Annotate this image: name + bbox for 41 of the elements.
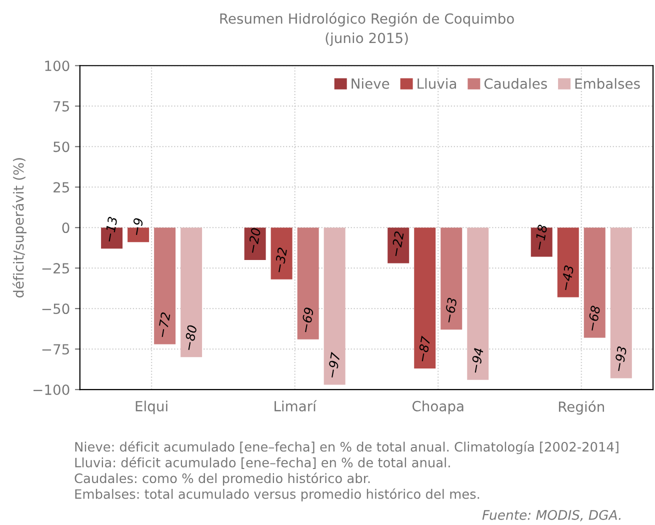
y-tick-label: 50 bbox=[54, 142, 70, 152]
y-tick-label: −25 bbox=[42, 263, 69, 274]
data-label: −87 bbox=[417, 336, 431, 362]
x-tick-label: Limarí bbox=[274, 400, 317, 412]
legend-label: Lluvia bbox=[418, 78, 456, 89]
legend-label: Embalses bbox=[575, 78, 640, 89]
data-label: −43 bbox=[560, 265, 574, 291]
data-label: −94 bbox=[470, 348, 484, 374]
text: Nieve: déficit acumulado [ene–fecha] en % de total anual. Climatología [2002-2014] bbox=[75, 441, 618, 454]
x-tick-label: Choapa bbox=[412, 400, 464, 414]
y-tick-label: 0 bbox=[62, 222, 70, 234]
text: Embalses: total acumulado versus promedio histórico del mes. bbox=[75, 488, 480, 502]
data-label: −18 bbox=[534, 224, 548, 250]
data-label: −63 bbox=[444, 298, 458, 324]
legend-label: Caudales bbox=[484, 78, 547, 89]
data-label: −68 bbox=[586, 305, 600, 332]
x-tick-label: Región bbox=[558, 400, 604, 415]
y-tick-label: 25 bbox=[54, 182, 69, 193]
data-label: −97 bbox=[326, 352, 340, 378]
y-axis-title: déficit/superávit (%) bbox=[12, 158, 26, 298]
source-note: Fuente: MODIS, DGA. bbox=[482, 510, 620, 522]
x-tick-label: Elqui bbox=[136, 400, 168, 414]
y-tick-label: −50 bbox=[42, 304, 70, 314]
legend-label: Nieve bbox=[352, 78, 390, 89]
data-label: −32 bbox=[274, 247, 288, 273]
data-label: −13 bbox=[104, 216, 118, 242]
text: Lluvia: déficit acumulado [ene–fecha] en % de total anual. bbox=[75, 456, 450, 469]
y-tick-label: −75 bbox=[42, 344, 69, 355]
data-label: −69 bbox=[300, 307, 314, 333]
y-tick-label: −100 bbox=[34, 384, 70, 396]
y-tick-label: 75 bbox=[54, 101, 69, 112]
chart-title: Resumen Hidrológico Región de Coquimbo bbox=[220, 12, 514, 27]
data-label: −22 bbox=[390, 231, 404, 257]
data-label: −9 bbox=[131, 218, 144, 236]
y-tick-label: 100 bbox=[45, 60, 70, 72]
data-label: −72 bbox=[157, 312, 170, 338]
data-label: −20 bbox=[247, 228, 261, 254]
chart-subtitle: (junio 2015) bbox=[326, 32, 408, 46]
data-label: −80 bbox=[184, 324, 198, 351]
text: Caudales: como % del promedio histórico abr. bbox=[74, 472, 370, 486]
data-label: −93 bbox=[613, 346, 627, 372]
